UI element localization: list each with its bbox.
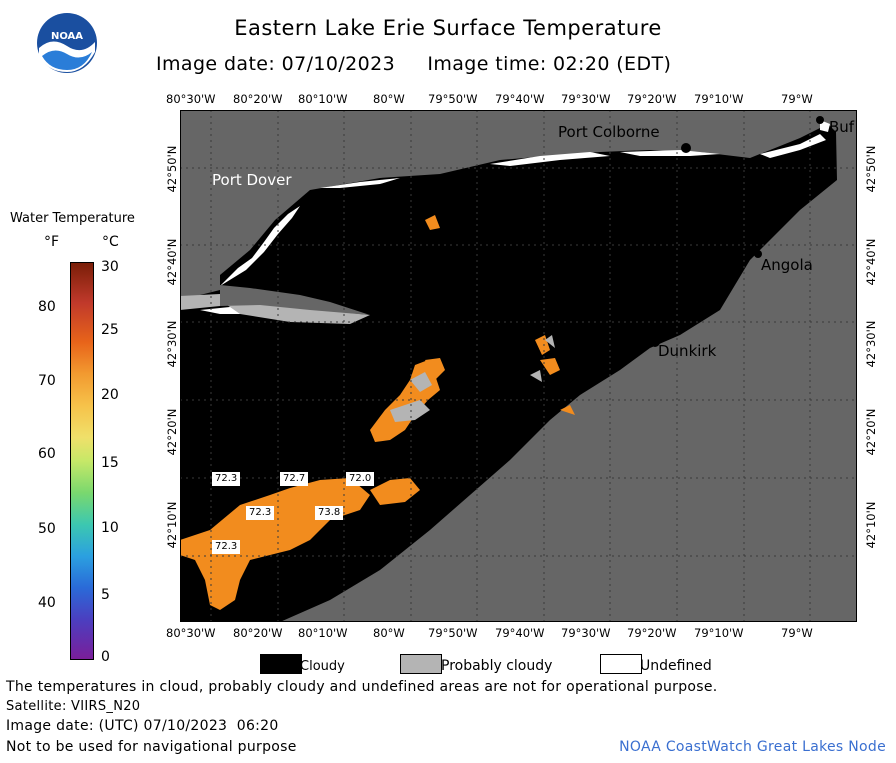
label-dunkirk: Dunkirk	[658, 342, 717, 360]
city-markers	[350, 116, 824, 537]
lat-tick-left: 42°50'N	[165, 145, 179, 193]
noaa-logo-icon: NOAA	[37, 13, 97, 73]
legend-undefined-swatch	[600, 654, 642, 674]
image-date-time: Image date: 07/10/2023 Image time: 02:20…	[156, 53, 671, 75]
undefined-shore	[220, 206, 300, 286]
c-tick: 20	[101, 387, 119, 403]
lon-tick: 79°40'W	[495, 626, 545, 640]
f-tick: 40	[38, 595, 56, 611]
lat-tick: 42°20'N	[864, 408, 878, 456]
buffalo-marker	[816, 116, 824, 124]
lon-tick: 79°30'W	[561, 92, 611, 106]
erie-marker	[350, 527, 360, 537]
legend-probably-cloudy: Probably cloudy	[441, 658, 553, 674]
legend-cloudy-swatch	[260, 654, 302, 674]
lat-tick: 42°50'N	[864, 145, 878, 193]
temp-label: 72.7	[280, 472, 309, 486]
undefined-shore	[620, 150, 720, 156]
label-buffalo: Buf	[829, 118, 855, 136]
lon-tick: 79°10'W	[694, 92, 744, 106]
lon-tick: 80°20'W	[233, 92, 283, 106]
lon-tick: 79°10'W	[694, 626, 744, 640]
map-frame	[180, 110, 857, 622]
colorbar-title: Water Temperature	[10, 211, 135, 226]
probably-cloudy	[180, 294, 220, 310]
lon-tick: 79°40'W	[495, 92, 545, 106]
unit-f: °F	[44, 234, 60, 250]
lon-tick: 80°30'W	[166, 92, 216, 106]
temp-label: 72.0	[346, 472, 375, 486]
lat-tick: 42°40'N	[864, 238, 878, 286]
legend-cloudy: Cloudy	[300, 659, 345, 674]
satellite: Satellite: VIIRS_N20	[6, 699, 141, 714]
map-title: Eastern Lake Erie Surface Temperature	[234, 16, 662, 40]
legend-undefined: Undefined	[640, 658, 712, 674]
lake-erie-map	[180, 110, 857, 622]
f-tick: 50	[38, 521, 56, 537]
lat-tick-left: 42°40'N	[165, 238, 179, 286]
colorbar	[70, 262, 94, 660]
c-tick: 30	[101, 259, 119, 275]
map-area	[180, 110, 857, 622]
c-tick: 5	[101, 587, 110, 603]
noaa-logo: NOAA	[36, 12, 98, 74]
graticule	[180, 110, 857, 622]
undefined-shore	[320, 178, 400, 188]
lon-tick: 80°W	[373, 626, 405, 640]
temp-label: 72.3	[246, 506, 275, 520]
land-long-point	[220, 285, 370, 315]
lat-tick: 42°10'N	[864, 501, 878, 549]
port-colborne-marker	[681, 143, 691, 153]
c-tick: 10	[101, 520, 119, 536]
lon-tick: 79°W	[781, 626, 813, 640]
credit: NOAA CoastWatch Great Lakes Node	[619, 739, 886, 755]
lon-tick: 80°10'W	[298, 626, 348, 640]
label-port-colborne: Port Colborne	[558, 123, 660, 141]
image-time: Image time: 02:20 (EDT)	[427, 53, 672, 75]
f-tick: 70	[38, 373, 56, 389]
lat-tick-left: 42°10'N	[165, 501, 179, 549]
f-tick: 80	[38, 299, 56, 315]
c-tick: 0	[101, 649, 110, 665]
undefined-shore	[490, 152, 610, 166]
lon-tick: 79°50'W	[428, 92, 478, 106]
f-tick: 60	[38, 446, 56, 462]
c-tick: 25	[101, 322, 119, 338]
legend-probably-cloudy-swatch	[400, 654, 442, 674]
lat-tick: 42°30'N	[864, 320, 878, 368]
unit-c: °C	[102, 234, 119, 250]
probably-cloudy-patches	[390, 335, 555, 422]
lon-tick: 80°30'W	[166, 626, 216, 640]
lat-tick-left: 42°20'N	[165, 408, 179, 456]
dunkirk-marker	[650, 337, 660, 347]
label-erie: Erie	[361, 533, 391, 551]
lon-tick: 79°50'W	[428, 626, 478, 640]
temp-label: 72.3	[212, 472, 241, 486]
label-port-dover: Port Dover	[212, 171, 292, 189]
svg-text:NOAA: NOAA	[51, 31, 83, 42]
navigation-note: Not to be used for navigational purpose	[6, 739, 297, 755]
lon-tick: 80°W	[373, 92, 405, 106]
image-date: Image date: 07/10/2023	[156, 53, 396, 75]
lon-tick: 79°20'W	[627, 92, 677, 106]
temp-label: 72.3	[212, 540, 241, 554]
lat-tick-left: 42°30'N	[165, 320, 179, 368]
lon-tick: 80°10'W	[298, 92, 348, 106]
utc-date: Image date: (UTC) 07/10/2023 06:20	[6, 718, 279, 734]
probably-cloudy	[220, 300, 370, 324]
lon-tick: 80°20'W	[233, 626, 283, 640]
lon-tick: 79°30'W	[561, 626, 611, 640]
temp-label: 73.8	[315, 506, 344, 520]
disclaimer: The temperatures in cloud, probably clou…	[6, 679, 718, 695]
angola-marker	[754, 250, 762, 258]
lon-tick: 79°20'W	[627, 626, 677, 640]
c-tick: 15	[101, 455, 119, 471]
lon-tick: 79°W	[781, 92, 813, 106]
label-angola: Angola	[761, 256, 813, 274]
